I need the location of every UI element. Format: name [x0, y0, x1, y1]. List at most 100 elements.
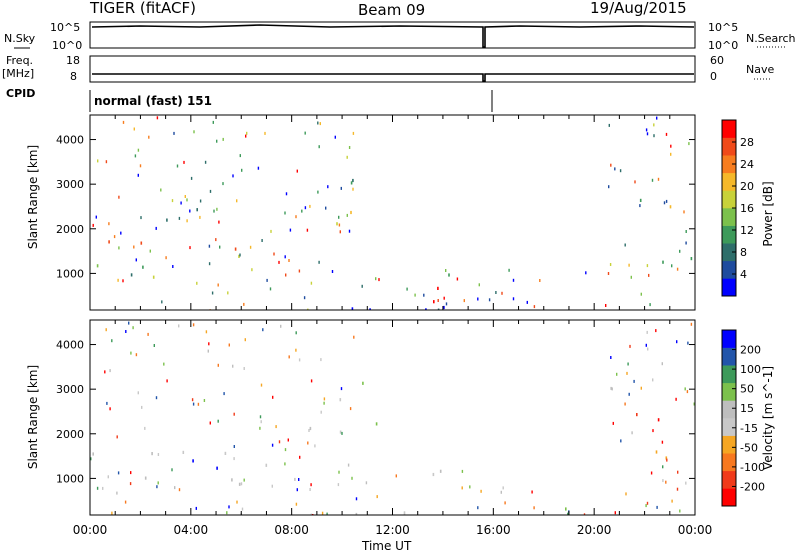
heatmap-cell — [611, 387, 613, 391]
heatmap-cell — [307, 441, 309, 445]
heatmap-cell — [233, 457, 235, 461]
colorbar-swatch — [722, 330, 736, 348]
heatmap-cell — [284, 211, 286, 215]
heatmap-cell — [508, 268, 510, 272]
heatmap-cell — [233, 445, 235, 448]
colorbar-swatch — [722, 435, 736, 454]
heatmap-cell — [652, 429, 654, 433]
nsearch-label: N.Search — [746, 32, 796, 45]
heatmap-cell — [665, 480, 667, 484]
heatmap-cell — [144, 476, 147, 480]
heatmap-cell — [209, 189, 212, 193]
heatmap-cell — [477, 506, 479, 510]
heatmap-cell — [251, 268, 253, 272]
heatmap-cell — [685, 230, 687, 233]
heatmap-cell — [236, 199, 238, 203]
heatmap-cell — [437, 299, 439, 302]
heatmap-cell — [656, 505, 658, 509]
heatmap-cell — [299, 455, 301, 459]
heatmap-cell — [624, 402, 626, 406]
heatmap-cell — [165, 256, 167, 260]
heatmap-cell — [130, 471, 132, 475]
heatmap-cell — [376, 495, 378, 499]
heatmap-cell — [448, 273, 450, 277]
heatmap-cell — [135, 353, 138, 357]
heatmap-cell — [240, 482, 243, 486]
heatmap-cell — [650, 471, 653, 475]
heatmap-cell — [122, 279, 124, 283]
heatmap-cell — [502, 486, 504, 490]
heatmap-cell — [651, 178, 654, 182]
heatmap-cell — [609, 263, 612, 266]
nsearch-tick-bottom: 10^0 — [708, 39, 739, 52]
heatmap-cell — [212, 120, 214, 124]
freq-tick-top: 18 — [66, 54, 80, 67]
velocity-ylabel: Slant Range [km] — [26, 364, 40, 470]
heatmap-cell — [331, 270, 334, 273]
heatmap-cell — [353, 335, 355, 339]
heatmap-cell — [259, 415, 262, 419]
heatmap-cell — [95, 215, 97, 219]
heatmap-cell — [153, 344, 155, 347]
heatmap-cell — [163, 362, 165, 366]
heatmap-cell — [338, 215, 340, 219]
heatmap-cell — [260, 420, 262, 424]
nave-label: Nave — [746, 63, 775, 76]
heatmap-cell — [628, 392, 630, 396]
heatmap-cell — [228, 343, 230, 347]
nave-tick-bottom: 0 — [710, 70, 717, 83]
colorbar-swatch — [722, 172, 736, 191]
colorbar-tick-label: 100 — [740, 363, 761, 376]
heatmap-cell — [338, 223, 341, 227]
heatmap-cell — [655, 450, 658, 454]
velocity-panel-frame — [89, 319, 696, 516]
heatmap-cell — [238, 482, 241, 486]
heatmap-cell — [663, 201, 666, 205]
heatmap-cell — [135, 258, 137, 262]
heatmap-cell — [106, 401, 108, 405]
heatmap-cell — [665, 132, 668, 136]
freq-panel — [89, 55, 696, 83]
heatmap-cell — [105, 160, 108, 164]
heatmap-cell — [647, 347, 649, 351]
heatmap-cell — [348, 146, 351, 149]
heatmap-cell — [117, 471, 120, 475]
heatmap-cell — [352, 187, 354, 191]
heatmap-cell — [684, 387, 686, 391]
heatmap-cell — [341, 431, 343, 435]
heatmap-cell — [605, 304, 607, 307]
heatmap-cell — [296, 488, 298, 492]
heatmap-cell — [321, 511, 324, 515]
radar-title: TIGER (fitACF) — [90, 0, 197, 17]
colorbar-tick-label: -50 — [740, 441, 758, 454]
heatmap-cell — [166, 218, 168, 222]
heatmap-cell — [224, 451, 227, 455]
heatmap-cell — [269, 287, 272, 291]
heatmap-cell — [687, 341, 689, 345]
x-tick-label: 12:00 — [375, 523, 410, 537]
heatmap-cell — [203, 399, 206, 402]
heatmap-cell — [626, 371, 628, 375]
heatmap-cell — [244, 338, 246, 342]
heatmap-cell — [355, 512, 358, 515]
heatmap-cell — [273, 252, 275, 256]
colorbar-swatch — [722, 400, 736, 419]
nave-tick-top: 60 — [710, 54, 724, 67]
heatmap-cell — [461, 469, 464, 473]
heatmap-cell — [661, 440, 664, 444]
heatmap-cell — [144, 426, 146, 430]
y-tick-label: 3000 — [56, 383, 84, 396]
colorbars-layer: 28 24 20 16 12 8 4 200 100 50 15 -15 -50 -100 -200 — [721, 119, 765, 507]
heatmap-cell — [610, 163, 612, 167]
heatmap-cell — [178, 324, 180, 328]
heatmap-cell — [222, 182, 224, 186]
heatmap-cell — [690, 322, 693, 326]
heatmap-cell — [116, 491, 118, 495]
heatmap-cell — [310, 513, 313, 515]
heatmap-cell — [264, 131, 266, 135]
heatmap-cell — [243, 367, 245, 370]
heatmap-cell — [531, 490, 533, 494]
colorbar-swatch — [722, 225, 736, 244]
heatmap-cell — [352, 178, 354, 183]
heatmap-cell — [336, 222, 338, 226]
